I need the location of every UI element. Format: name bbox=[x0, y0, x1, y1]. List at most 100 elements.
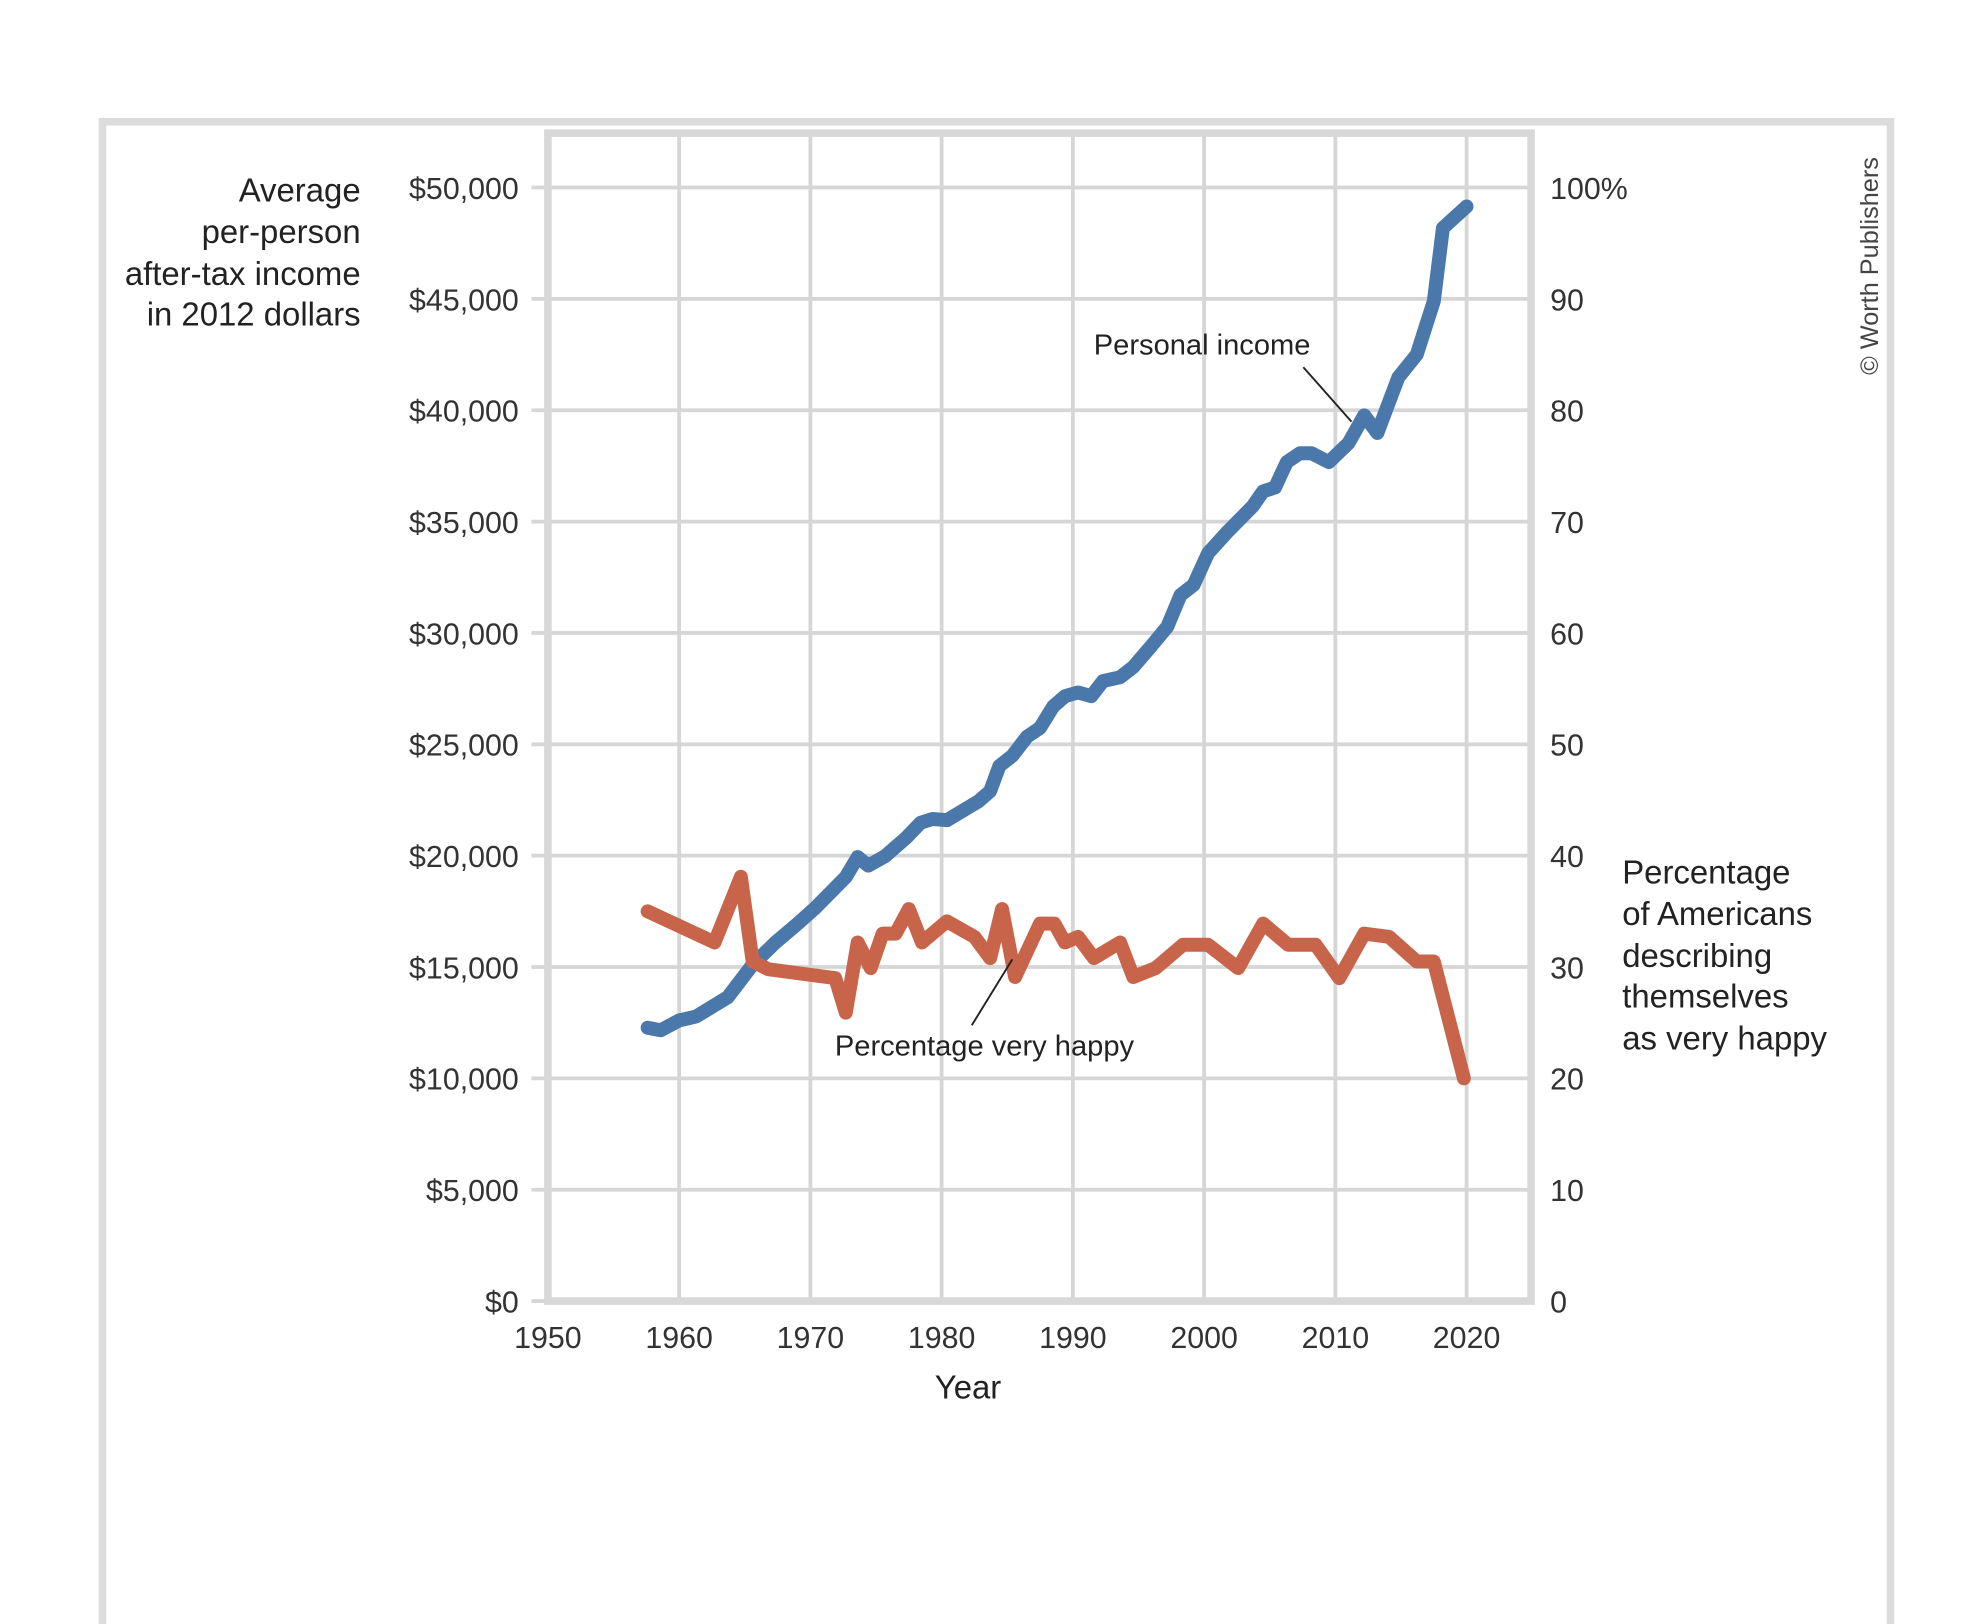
right-tick-label: 70 bbox=[1550, 507, 1584, 540]
personal-income-line bbox=[640, 199, 1474, 1038]
data-point bbox=[834, 976, 837, 980]
left-tick-label: $15,000 bbox=[409, 952, 519, 985]
data-point bbox=[1076, 935, 1080, 939]
data-point bbox=[1000, 907, 1004, 911]
data-point bbox=[998, 764, 1001, 768]
right-tick-label: 10 bbox=[1550, 1175, 1584, 1208]
happy-annotation-leader bbox=[971, 958, 1014, 1026]
data-point bbox=[1236, 966, 1240, 970]
data-point bbox=[988, 956, 992, 960]
left-tick-label: $50,000 bbox=[409, 173, 519, 206]
data-point bbox=[1192, 583, 1195, 587]
plot-frame bbox=[544, 129, 1535, 1305]
data-point bbox=[1038, 922, 1042, 925]
right-tick-label: 100% bbox=[1550, 173, 1628, 206]
data-point bbox=[1038, 726, 1042, 730]
data-point bbox=[1092, 956, 1096, 960]
data-point bbox=[869, 966, 873, 970]
data-point bbox=[907, 907, 911, 911]
data-point bbox=[1131, 975, 1135, 979]
data-point bbox=[904, 836, 908, 840]
data-point bbox=[931, 817, 934, 821]
data-point bbox=[694, 1015, 698, 1018]
data-point bbox=[1432, 960, 1436, 963]
left-axis-title-line: per-person bbox=[202, 213, 361, 250]
data-point bbox=[1150, 644, 1153, 647]
right-tick-label: 40 bbox=[1550, 841, 1584, 874]
right-tick-label: 60 bbox=[1550, 618, 1584, 651]
income-annotation: Personal income bbox=[1094, 330, 1311, 362]
data-point bbox=[977, 800, 980, 803]
series-group bbox=[640, 199, 1474, 1086]
left-axis-title-line: after-tax income bbox=[125, 255, 361, 292]
x-axis: 1950 1960 1970 1980 1990 2000 2010 2020 bbox=[514, 1322, 1500, 1355]
data-point bbox=[1118, 676, 1122, 679]
data-point bbox=[1053, 922, 1056, 925]
data-point bbox=[1327, 460, 1331, 464]
data-point bbox=[1101, 679, 1105, 683]
data-point bbox=[1314, 943, 1317, 947]
data-point bbox=[1462, 1077, 1466, 1080]
happy-annotation: Percentage very happy bbox=[835, 1031, 1135, 1063]
left-tick-label: $20,000 bbox=[409, 841, 519, 874]
x-tick-label: 2010 bbox=[1302, 1322, 1370, 1355]
data-point bbox=[919, 821, 922, 824]
left-tick-label: $0 bbox=[485, 1286, 519, 1319]
data-point bbox=[1338, 976, 1341, 980]
data-point bbox=[1347, 441, 1350, 445]
left-axis-title-line: in 2012 dollars bbox=[147, 295, 361, 332]
data-point bbox=[767, 967, 770, 971]
right-axis-title-line: describing bbox=[1622, 937, 1772, 974]
data-point bbox=[1154, 966, 1157, 970]
data-point bbox=[1118, 941, 1122, 944]
data-point bbox=[1261, 490, 1265, 493]
x-tick-label: 1950 bbox=[514, 1322, 582, 1355]
data-point bbox=[677, 1019, 681, 1022]
data-point bbox=[726, 996, 729, 999]
x-tick-label: 1980 bbox=[908, 1322, 976, 1355]
right-tick-label: 0 bbox=[1550, 1286, 1567, 1319]
data-point bbox=[1376, 431, 1379, 435]
right-axis-title-line: as very happy bbox=[1622, 1019, 1827, 1056]
left-tick-label: $25,000 bbox=[409, 730, 519, 763]
data-point bbox=[1076, 691, 1080, 694]
data-point bbox=[1131, 665, 1135, 669]
right-axis-title: Percentage of Americans describing thems… bbox=[1622, 853, 1827, 1056]
data-point bbox=[883, 854, 887, 858]
data-point bbox=[844, 875, 848, 879]
credit-text: © Worth Publishers bbox=[1856, 157, 1884, 375]
figure-frame bbox=[98, 117, 1895, 1624]
data-point bbox=[945, 818, 949, 822]
data-point bbox=[1465, 205, 1468, 208]
data-point bbox=[1362, 932, 1366, 935]
left-tick-label: $35,000 bbox=[409, 507, 519, 540]
left-tick-label: $5,000 bbox=[426, 1175, 519, 1208]
data-point bbox=[795, 922, 799, 926]
left-axis: $0 $5,000 $10,000 $15,000 $20,000 $25,000 $30,… bbox=[409, 173, 519, 1320]
data-point bbox=[1226, 530, 1229, 533]
data-point bbox=[988, 789, 992, 793]
right-axis-title-line: Percentage bbox=[1622, 853, 1790, 890]
x-tick-label: 1960 bbox=[645, 1322, 713, 1355]
data-point bbox=[1261, 922, 1265, 925]
data-point bbox=[646, 910, 649, 913]
data-point bbox=[1089, 694, 1093, 698]
left-tick-label: $45,000 bbox=[409, 284, 519, 317]
data-point bbox=[866, 864, 870, 867]
data-point bbox=[894, 932, 897, 935]
x-axis-title: Year bbox=[935, 1369, 1002, 1406]
data-point bbox=[646, 1026, 649, 1030]
data-point bbox=[1286, 943, 1290, 947]
data-point bbox=[856, 941, 859, 944]
left-axis-title: Average per-person after-tax income in 2… bbox=[125, 171, 361, 332]
data-point bbox=[1013, 975, 1017, 979]
data-point bbox=[1063, 941, 1067, 944]
x-tick-label: 1970 bbox=[777, 1322, 845, 1355]
x-tick-label: 2020 bbox=[1433, 1322, 1501, 1355]
data-point bbox=[844, 1011, 848, 1014]
data-point bbox=[751, 960, 754, 963]
data-point bbox=[1441, 226, 1445, 230]
data-point bbox=[773, 941, 777, 945]
data-point bbox=[1025, 735, 1029, 738]
